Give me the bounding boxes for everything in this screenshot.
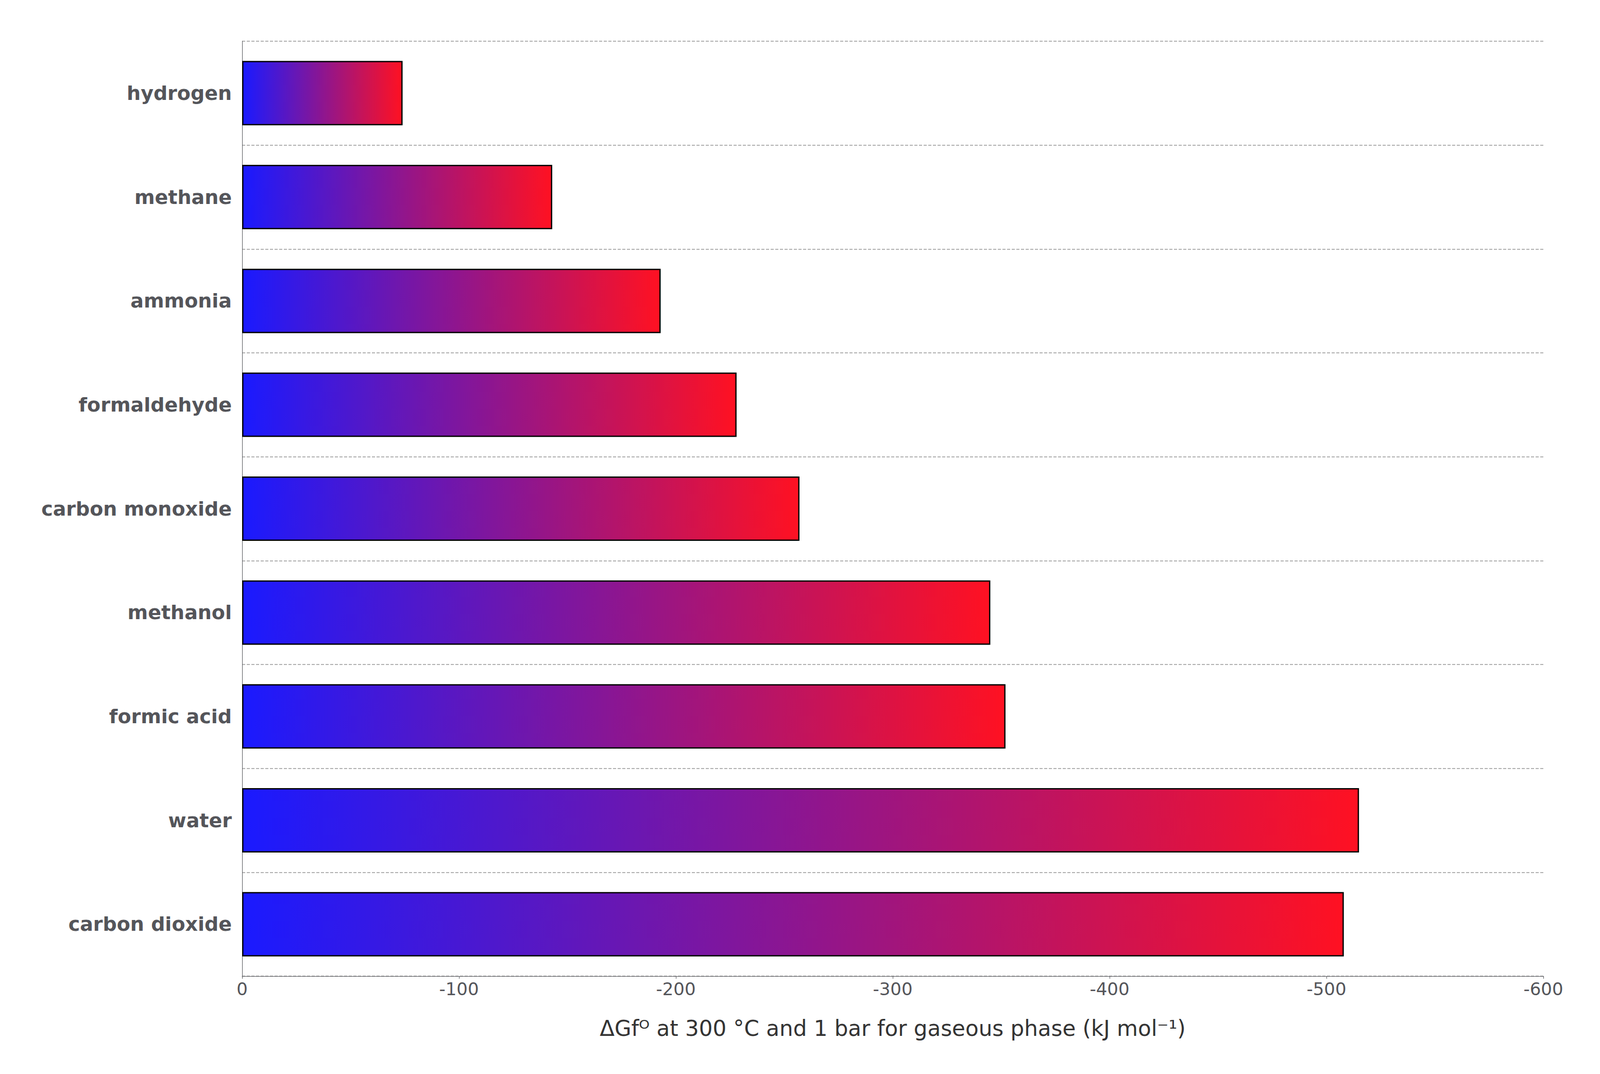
svg-text:ammonia: ammonia: [130, 289, 232, 313]
svg-text:methanol: methanol: [127, 601, 232, 624]
svg-text:carbon dioxide: carbon dioxide: [68, 912, 232, 936]
svg-text:-100: -100: [438, 978, 479, 1000]
svg-text:formaldehyde: formaldehyde: [78, 393, 232, 417]
svg-text:methane: methane: [134, 185, 232, 209]
svg-text:ΔGfᴼ at 300 °C and 1 bar for g: ΔGfᴼ at 300 °C and 1 bar for gaseous pha…: [599, 1015, 1186, 1042]
svg-text:-400: -400: [1089, 978, 1130, 1000]
svg-text:carbon monoxide: carbon monoxide: [41, 497, 232, 521]
svg-text:formic acid: formic acid: [109, 705, 232, 728]
svg-text:-500: -500: [1306, 978, 1347, 1000]
svg-text:water: water: [168, 809, 233, 832]
svg-text:-300: -300: [872, 978, 913, 1000]
svg-text:-600: -600: [1523, 978, 1563, 1000]
svg-text:0: 0: [236, 978, 248, 1000]
svg-text:-200: -200: [655, 978, 696, 1000]
svg-text:hydrogen: hydrogen: [126, 81, 232, 105]
